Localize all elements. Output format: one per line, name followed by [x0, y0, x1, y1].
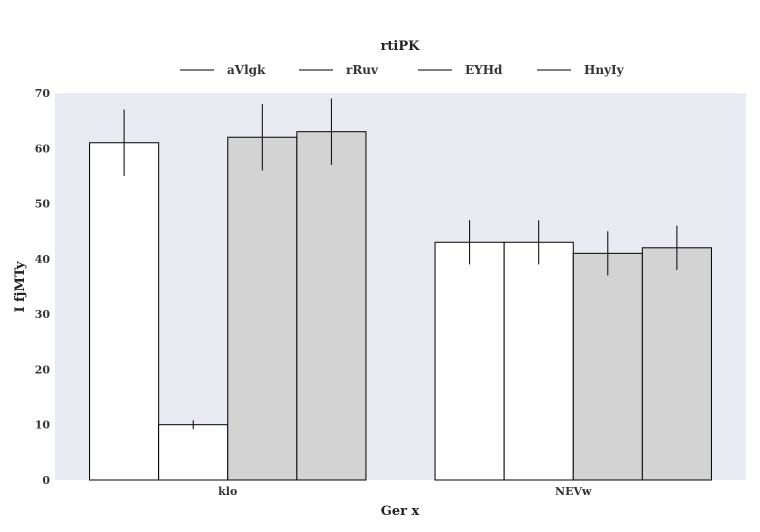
y-tick-label: 40	[35, 253, 51, 266]
x-axis-ticks: klo NEVw	[218, 485, 592, 498]
error-bars-layer	[123, 98, 678, 430]
legend-label-rRuv: rRuv	[346, 63, 379, 77]
bar-rRuv-NEVw	[503, 241, 574, 481]
legend-title: rtiPK	[381, 39, 421, 54]
legend: aVlgk rRuv EYHd HnyIy	[180, 63, 625, 77]
y-tick-label: 50	[35, 198, 51, 211]
y-tick-label: 60	[35, 142, 51, 155]
bar-aVlgk-NEVw	[434, 241, 505, 481]
x-axis-title: Ger x	[381, 504, 420, 519]
legend-label-aVlgk: aVlgk	[227, 63, 266, 77]
x-tick-label: NEVw	[555, 485, 592, 498]
y-tick-label: 0	[42, 474, 50, 487]
y-tick-label: 20	[35, 363, 51, 376]
bar-EYHd-klo	[227, 136, 298, 481]
y-tick-label: 70	[35, 87, 51, 100]
legend-label-EYHd: EYHd	[465, 63, 503, 77]
bar-HnyIy-NEVw	[641, 247, 712, 481]
bars-layer	[89, 131, 712, 481]
y-axis-title: I fjMTy	[13, 261, 28, 313]
y-tick-label: 30	[35, 308, 51, 321]
bar-rRuv-klo	[158, 424, 229, 481]
bar-aVlgk-klo	[89, 142, 160, 481]
bar-HnyIy-klo	[296, 131, 367, 481]
bar-EYHd-NEVw	[572, 252, 643, 481]
y-axis-ticks: 0 10 20 30 40 50 60 70	[35, 87, 51, 487]
y-tick-label: 10	[35, 419, 51, 432]
legend-label-HnyIy: HnyIy	[584, 63, 625, 77]
x-tick-label: klo	[218, 485, 237, 498]
